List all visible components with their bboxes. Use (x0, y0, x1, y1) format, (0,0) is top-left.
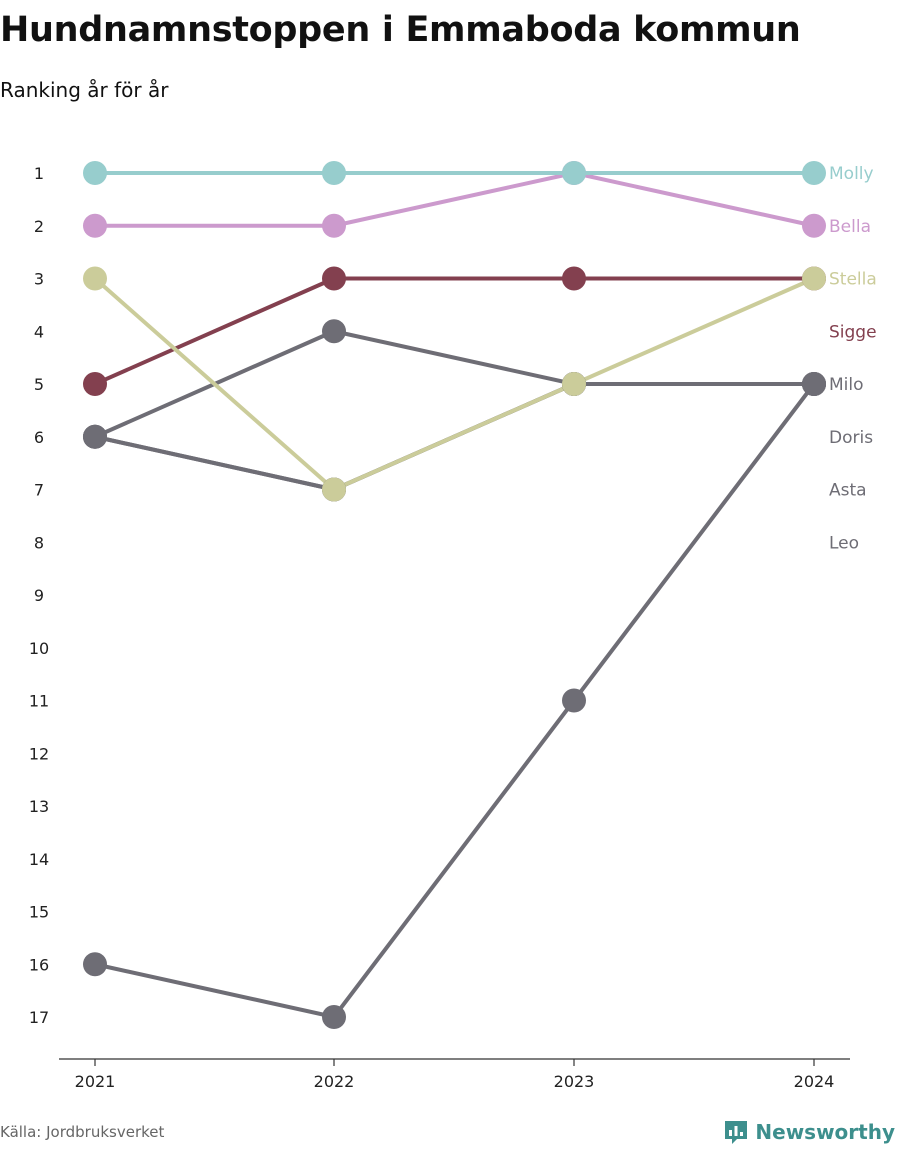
data-point-leo[interactable] (562, 688, 586, 713)
data-point-stella[interactable] (802, 266, 826, 291)
y-tick-label: 11 (29, 692, 49, 711)
data-point-leo[interactable] (83, 952, 107, 977)
data-point-molly[interactable] (802, 161, 826, 185)
series-label-molly: Molly (829, 164, 874, 184)
y-tick-label: 7 (34, 481, 44, 500)
data-point-sigge[interactable] (322, 266, 346, 291)
source-note: Källa: Jordbruksverket (0, 1123, 165, 1141)
x-tick-label: 2023 (554, 1072, 595, 1091)
series-points (83, 161, 826, 1029)
data-point-sigge[interactable] (83, 372, 107, 396)
y-tick-label: 5 (34, 375, 44, 394)
series-label-milo: Milo (829, 375, 864, 395)
series-lines (93, 171, 816, 1019)
data-point-sigge[interactable] (562, 266, 586, 291)
series-label-leo: Leo (829, 533, 859, 553)
series-label-sigge: Sigge (829, 322, 877, 342)
series-label-bella: Bella (829, 217, 871, 237)
y-tick-label: 12 (29, 744, 49, 763)
data-point-leo[interactable] (322, 1005, 346, 1029)
data-point-stella[interactable] (562, 372, 586, 396)
x-tick-label: 2024 (794, 1072, 835, 1091)
data-point-bella[interactable] (322, 213, 346, 238)
y-tick-label: 3 (34, 270, 44, 289)
data-point-molly[interactable] (562, 161, 586, 185)
data-point-bella[interactable] (802, 213, 826, 238)
x-tick-label: 2022 (314, 1072, 355, 1091)
x-tick-label: 2021 (75, 1072, 116, 1091)
y-tick-label: 17 (29, 1008, 49, 1027)
y-tick-label: 16 (29, 955, 49, 974)
y-tick-label: 4 (34, 322, 44, 341)
data-point-molly[interactable] (322, 161, 346, 185)
series-label-stella: Stella (829, 270, 877, 290)
series-label-asta: Asta (829, 481, 867, 501)
chart-subtitle: Ranking år för år (0, 78, 169, 102)
chart-title: Hundnamnstoppen i Emmaboda kommun (0, 10, 801, 50)
y-tick-label: 15 (29, 903, 49, 922)
series-line-bella (93, 171, 816, 228)
series-label-doris: Doris (829, 428, 873, 448)
y-tick-label: 2 (34, 217, 44, 236)
brand-name: Newsworthy (755, 1120, 895, 1144)
data-point-doris[interactable] (322, 319, 346, 344)
y-tick-label: 8 (34, 533, 44, 552)
data-point-molly[interactable] (83, 161, 107, 185)
series-line-stella (93, 276, 816, 492)
x-axis: 2021 2022 2023 2024 (59, 1058, 850, 1091)
brand-logo[interactable]: Newsworthy (723, 1119, 895, 1145)
end-labels: Molly Bella Stella Sigge Milo Doris Asta Leo (829, 164, 877, 553)
data-point-stella[interactable] (322, 477, 346, 502)
series-line-sigge (93, 276, 816, 386)
y-tick-label: 10 (29, 639, 49, 658)
y-tick-label: 13 (29, 797, 49, 816)
y-tick-label: 9 (34, 586, 44, 605)
data-point-bella[interactable] (83, 213, 107, 238)
y-tick-label: 6 (34, 428, 44, 447)
data-point-stella[interactable] (83, 266, 107, 291)
y-tick-label: 14 (29, 850, 49, 869)
data-point-milo[interactable] (83, 424, 107, 449)
bar-chart-icon (725, 1121, 748, 1144)
y-tick-label: 1 (34, 164, 44, 183)
series-line-leo (93, 382, 816, 1019)
data-point-milo[interactable] (802, 372, 826, 396)
